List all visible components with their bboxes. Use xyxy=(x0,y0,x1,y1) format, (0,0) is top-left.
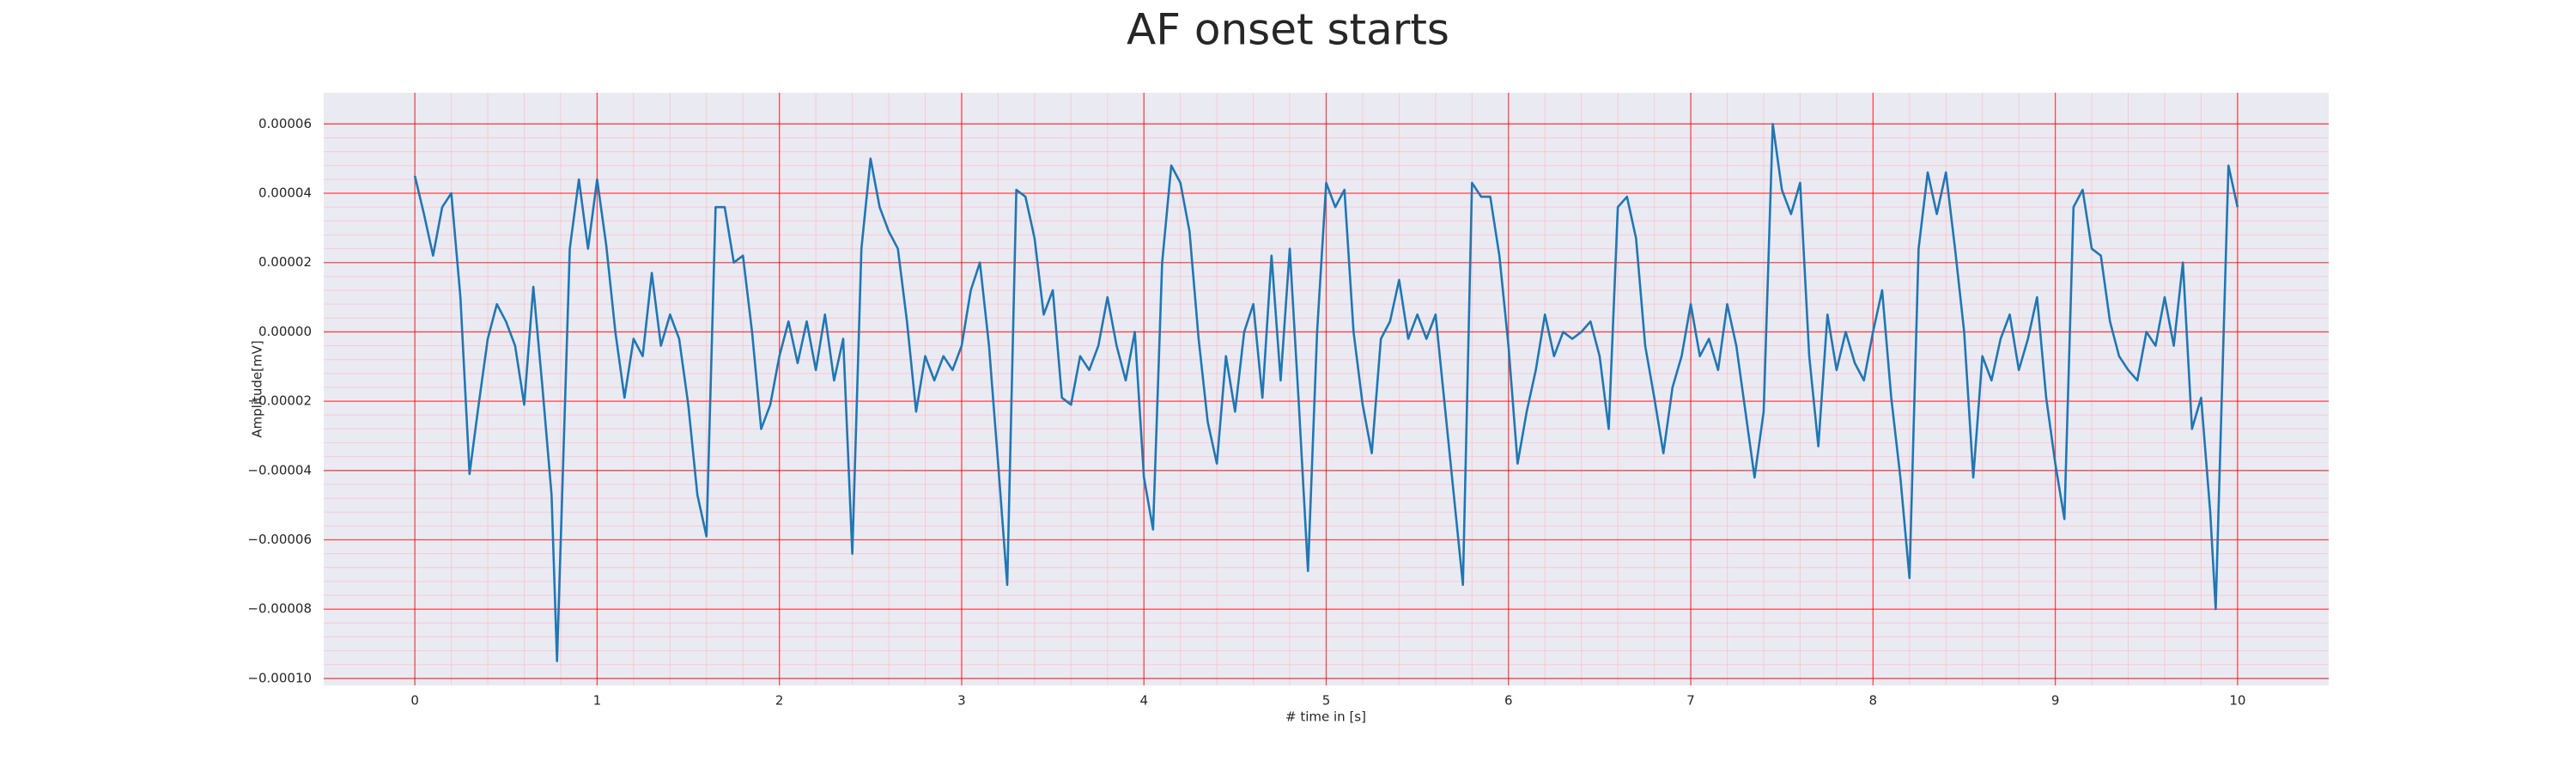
x-tick-label: 10 xyxy=(2229,693,2245,709)
y-tick-label: −0.00004 xyxy=(247,462,312,478)
y-tick-label: −0.00002 xyxy=(247,393,312,409)
x-tick-label: 6 xyxy=(1504,693,1513,709)
x-tick-label: 2 xyxy=(775,693,784,709)
x-tick-label: 7 xyxy=(1686,693,1695,709)
x-tick-label: 0 xyxy=(410,693,419,709)
x-tick-label: 1 xyxy=(593,693,602,709)
y-tick-label: 0.00004 xyxy=(258,186,312,201)
y-axis-label: Amplitude[mV] xyxy=(250,340,265,437)
y-tick-label: 0.00000 xyxy=(258,324,312,339)
x-tick-label: 5 xyxy=(1322,693,1331,709)
chart-title: AF onset starts xyxy=(1127,5,1449,55)
x-axis-label: # time in [s] xyxy=(1285,709,1366,725)
y-tick-label: −0.00010 xyxy=(247,670,312,685)
x-tick-label: 3 xyxy=(957,693,966,709)
y-tick-label: 0.00002 xyxy=(258,254,312,270)
y-tick-label: 0.00006 xyxy=(258,116,312,131)
y-tick-label: −0.00008 xyxy=(247,601,312,617)
y-tick-label: −0.00006 xyxy=(247,532,312,547)
x-tick-label: 8 xyxy=(1869,693,1878,709)
signal-line xyxy=(413,123,2239,663)
x-tick-label: 9 xyxy=(2051,693,2060,709)
x-tick-label: 4 xyxy=(1139,693,1148,709)
